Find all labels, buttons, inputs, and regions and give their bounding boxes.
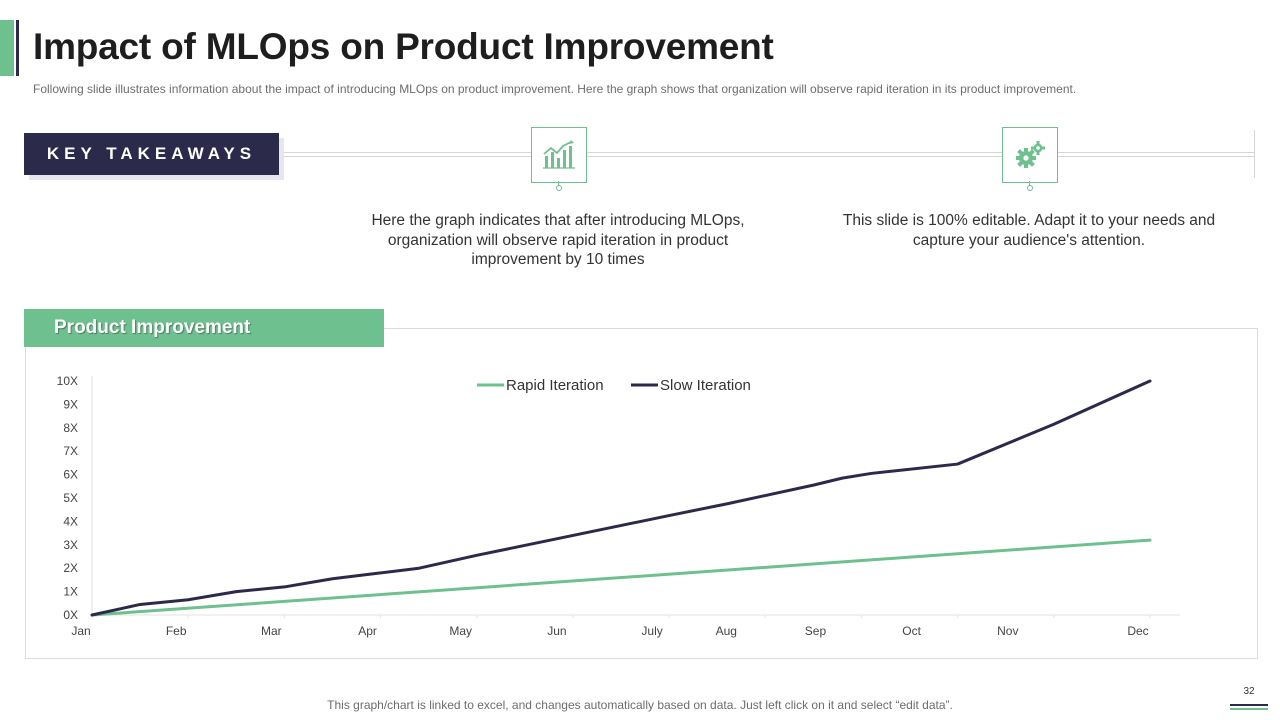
y-tick-label: 1X [63, 585, 78, 599]
takeaway-dot-2 [1027, 185, 1033, 191]
y-tick-label: 8X [63, 421, 78, 435]
y-tick-label: 2X [63, 561, 78, 575]
series-line-slow-iteration[interactable] [90, 379, 1152, 617]
page-number-rule-green [1230, 708, 1268, 710]
y-tick-label: 7X [63, 444, 78, 458]
y-tick-label: 9X [63, 397, 78, 411]
x-tick-label: July [641, 624, 662, 638]
takeaway-icon-box-2 [1002, 127, 1058, 183]
y-tick-label: 6X [63, 468, 78, 482]
takeaways-rule-bottom [279, 156, 1255, 157]
title-divider-line [16, 20, 19, 76]
key-takeaways-label: KEY TAKEAWAYS [24, 133, 279, 175]
takeaway-icon-box-1 [531, 127, 587, 183]
x-tick-label: Oct [902, 624, 921, 638]
takeaway-dot-1 [556, 185, 562, 191]
page-number: 32 [1243, 686, 1255, 697]
x-tick-label: Aug [716, 624, 737, 638]
page-number-rule-dark [1230, 704, 1268, 706]
x-tick-label: May [449, 624, 472, 638]
page-title: Impact of MLOps on Product Improvement [33, 26, 774, 67]
title-accent-bar [0, 20, 14, 76]
x-tick-label: Nov [997, 624, 1018, 638]
y-tick-label: 5X [63, 491, 78, 505]
takeaways-rule-end [1254, 130, 1255, 178]
page-subtitle: Following slide illustrates information … [33, 82, 1077, 96]
x-tick-label: Sep [805, 624, 827, 638]
y-tick-label: 4X [63, 514, 78, 528]
legend-label: Slow Iteration [660, 377, 751, 394]
gears-icon [1016, 141, 1045, 168]
x-tick-label: Jan [71, 624, 90, 638]
legend-label: Rapid Iteration [506, 377, 604, 394]
y-tick-label: 0X [63, 608, 78, 622]
takeaway-text-1: Here the graph indicates that after intr… [371, 212, 745, 268]
y-tick-label: 10X [57, 374, 78, 388]
y-tick-label: 3X [63, 538, 78, 552]
series-line-rapid-iteration[interactable] [90, 538, 1152, 617]
x-tick-label: Jun [547, 624, 566, 638]
takeaway-text-2: This slide is 100% editable. Adapt it to… [842, 212, 1216, 249]
x-tick-label: Feb [166, 624, 187, 638]
takeaways-rule-top [279, 152, 1255, 153]
bar-chart-growth-icon [543, 140, 575, 169]
x-tick-label: Mar [261, 624, 282, 638]
chart-panel-header: Product Improvement [24, 309, 384, 347]
footer-note: This graph/chart is linked to excel, and… [327, 698, 953, 712]
x-tick-label: Dec [1127, 624, 1148, 638]
x-tick-label: Apr [358, 624, 377, 638]
